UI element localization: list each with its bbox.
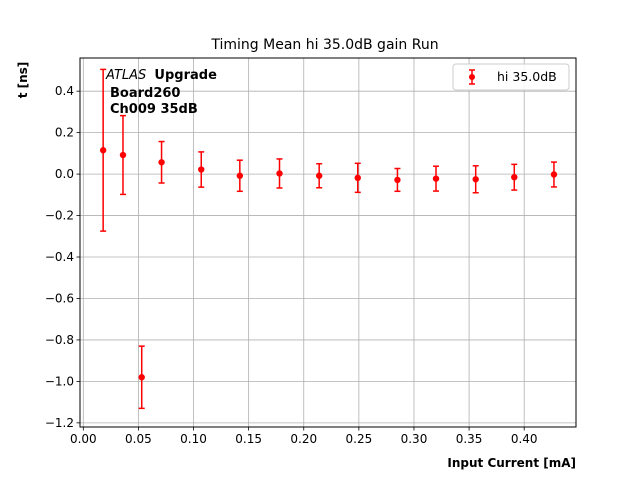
svg-text:ATLAS Upgrade: ATLAS Upgrade [105, 68, 217, 83]
x-tick-label: 0.15 [235, 432, 262, 446]
annotation-channel: Ch009 35dB [110, 102, 198, 117]
annotation-upgrade: Upgrade [154, 68, 217, 83]
data-point [511, 173, 518, 181]
y-tick-label: 0.0 [55, 167, 74, 181]
y-tick-label: −1.0 [45, 374, 74, 388]
data-points [99, 147, 558, 381]
x-tick-label: 0.30 [401, 432, 428, 446]
data-point [354, 174, 361, 182]
x-tick-label: 0.40 [511, 432, 538, 446]
data-point [432, 175, 440, 182]
data-point [99, 147, 107, 154]
y-tick-label: −0.2 [45, 209, 74, 223]
grid [80, 58, 576, 427]
atlas-annotation: ATLAS Upgrade Board260 Ch009 35dB [105, 68, 217, 117]
x-tick-label: 0.05 [125, 432, 152, 446]
y-tick-label: −0.4 [45, 250, 74, 264]
data-point [138, 374, 145, 381]
data-point [472, 176, 479, 183]
x-tick-label: 0.10 [180, 432, 207, 446]
y-tick-label: 0.4 [55, 84, 74, 98]
annotation-atlas: ATLAS [105, 68, 146, 83]
plot-frame [79, 57, 577, 428]
data-point [315, 172, 323, 179]
y-tick-label: −0.6 [45, 291, 74, 305]
y-tick-label: −0.8 [45, 333, 74, 347]
data-point [236, 172, 244, 179]
y-axis-ticks: 0.4 0.2 0.0 −0.2 −0.4 −0.6 −0.8 −1.0 −1.2 [45, 84, 80, 430]
data-point [158, 159, 165, 166]
x-axis-ticks: 0.00 0.05 0.10 0.15 0.20 0.25 0.30 0.35 0.40 [70, 427, 538, 446]
data-point [394, 176, 401, 184]
data-point [198, 166, 205, 173]
annotation-board: Board260 [110, 86, 180, 101]
error-bars [100, 68, 557, 410]
y-tick-label: −1.2 [45, 416, 74, 430]
legend-box [452, 63, 570, 91]
x-tick-label: 0.20 [290, 432, 317, 446]
x-tick-label: 0.00 [70, 432, 97, 446]
data-point [550, 171, 558, 178]
legend: hi 35.0dB [452, 63, 570, 91]
x-tick-label: 0.35 [456, 432, 483, 446]
data-point [276, 170, 283, 177]
x-tick-label: 0.25 [346, 432, 373, 446]
legend-point-marker [469, 74, 475, 80]
data-point [119, 151, 127, 159]
x-axis-label: Input Current [mA] [447, 456, 576, 470]
y-tick-label: 0.2 [55, 126, 74, 140]
chart-title: Timing Mean hi 35.0dB gain Run [210, 37, 438, 53]
legend-label: hi 35.0dB [497, 69, 557, 84]
y-axis-label: t [ns] [16, 62, 30, 99]
